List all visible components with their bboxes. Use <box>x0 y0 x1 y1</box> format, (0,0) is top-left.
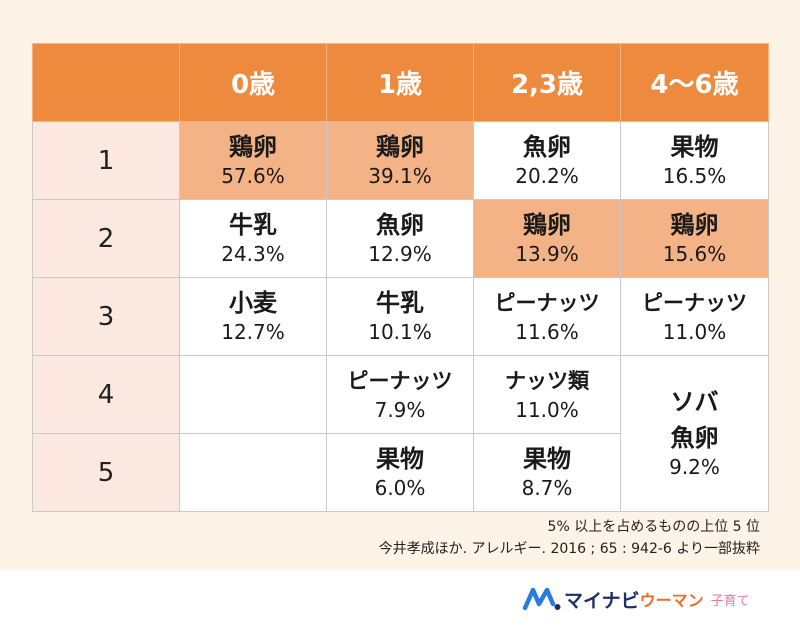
rank-label: 2 <box>32 199 180 278</box>
food-name: ナッツ類 <box>505 368 589 393</box>
table-cell: 果物 6.0% <box>326 433 474 512</box>
table-cell: 牛乳 24.3% <box>179 199 327 278</box>
food-name: 魚卵 <box>376 210 424 239</box>
table-cell: ナッツ類 11.0% <box>473 355 621 434</box>
percentage-value: 11.6% <box>515 319 579 344</box>
table-cell: 鶏卵 13.9% <box>473 199 621 278</box>
table-cell <box>179 355 327 434</box>
table-row: 2 牛乳 24.3% 魚卵 12.9% 鶏卵 13.9% 鶏卵 15.6% <box>32 199 769 278</box>
table-cell: 小麦 12.7% <box>179 277 327 356</box>
percentage-value: 57.6% <box>221 163 285 188</box>
food-name: 魚卵 <box>670 423 719 452</box>
table-cell: 果物 16.5% <box>620 121 769 200</box>
brand-logo: マイナビ ウーマン 子育て <box>522 586 750 612</box>
food-name: 牛乳 <box>376 288 424 317</box>
percentage-value: 10.1% <box>368 319 432 344</box>
percentage-value: 6.0% <box>374 475 426 500</box>
footer-bar <box>0 570 800 640</box>
food-name: 小麦 <box>229 288 277 317</box>
table-cell: ピーナッツ 7.9% <box>326 355 474 434</box>
rank-label: 3 <box>32 277 180 356</box>
percentage-value: 13.9% <box>515 241 579 266</box>
table-row: 4 ピーナッツ 7.9% ナッツ類 11.0% ソバ魚卵 9.2% <box>32 355 769 512</box>
header-age-4-6: 4〜6歳 <box>620 43 769 122</box>
table-row: 5 果物 6.0% 果物 8.7% <box>32 433 769 512</box>
percentage-value: 12.9% <box>368 241 432 266</box>
table-cell: 魚卵 20.2% <box>473 121 621 200</box>
percentage-value: 16.5% <box>662 163 727 188</box>
table-cell: 魚卵 12.9% <box>326 199 474 278</box>
table-cell: 牛乳 10.1% <box>326 277 474 356</box>
percentage-value: 9.2% <box>669 454 720 479</box>
percentage-value: 15.6% <box>662 241 727 266</box>
header-age-1: 1歳 <box>326 43 474 122</box>
percentage-value: 7.9% <box>374 397 426 422</box>
brand-tag: 子育て <box>710 593 750 609</box>
food-name: 果物 <box>376 444 424 473</box>
percentage-value: 11.0% <box>662 319 727 344</box>
brand-main: マイナビ <box>564 589 640 612</box>
food-name: 鶏卵 <box>229 132 277 161</box>
header-age-0: 0歳 <box>179 43 327 122</box>
food-name: ピーナッツ <box>642 290 747 315</box>
rank-label: 1 <box>32 121 180 200</box>
food-name: 果物 <box>523 444 571 473</box>
rank-label: 4 <box>32 355 180 434</box>
note-criteria: 5% 以上を占めるものの上位 5 位 <box>547 519 760 535</box>
percentage-value: 24.3% <box>221 241 285 266</box>
allergy-ranking-table: 0歳 1歳 2,3歳 4〜6歳 1 鶏卵 57.6% 鶏卵 39.1% 魚卵 20.2% 果物… <box>32 43 769 512</box>
table-cell <box>179 433 327 512</box>
food-name: ピーナッツ <box>494 290 600 315</box>
table-cell: ピーナッツ 11.6% <box>473 277 621 356</box>
food-name: 牛乳 <box>229 210 277 239</box>
food-name: ピーナッツ <box>347 368 453 393</box>
header-row: 0歳 1歳 2,3歳 4〜6歳 <box>32 43 769 122</box>
percentage-value: 11.0% <box>515 397 579 422</box>
table-row: 1 鶏卵 57.6% 鶏卵 39.1% 魚卵 20.2% 果物 16.5% <box>32 121 769 200</box>
food-name: 鶏卵 <box>523 210 571 239</box>
table-cell: 鶏卵 15.6% <box>620 199 769 278</box>
rank-label: 5 <box>32 433 180 512</box>
percentage-value: 8.7% <box>521 475 573 500</box>
food-name: ソバ <box>670 387 719 416</box>
food-name: 鶏卵 <box>670 210 719 239</box>
percentage-value: 12.7% <box>221 319 285 344</box>
note-source: 今井孝成ほか. アレルギー. 2016 ; 65 : 942-6 より一部抜粋 <box>378 541 760 557</box>
food-name: 魚卵 <box>523 132 571 161</box>
brand-sub: ウーマン <box>639 591 704 610</box>
table-row: 3 小麦 12.7% 牛乳 10.1% ピーナッツ 11.6% ピーナッツ 11.0% <box>32 277 769 356</box>
percentage-value: 39.1% <box>368 163 432 188</box>
table-cell: ピーナッツ 11.0% <box>620 277 769 356</box>
table-cell: 鶏卵 39.1% <box>326 121 474 200</box>
percentage-value: 20.2% <box>515 163 579 188</box>
header-corner <box>32 43 180 122</box>
header-age-2-3: 2,3歳 <box>473 43 621 122</box>
table-cell: ソバ魚卵 9.2% <box>620 355 769 512</box>
table-cell: 鶏卵 57.6% <box>179 121 327 200</box>
notes: 5% 以上を占めるものの上位 5 位 今井孝成ほか. アレルギー. 2016 ;… <box>379 516 760 560</box>
table-cell: 果物 8.7% <box>473 433 621 512</box>
food-name: 果物 <box>670 132 719 161</box>
food-name: 鶏卵 <box>376 132 424 161</box>
mynavi-logo-icon <box>522 587 561 611</box>
